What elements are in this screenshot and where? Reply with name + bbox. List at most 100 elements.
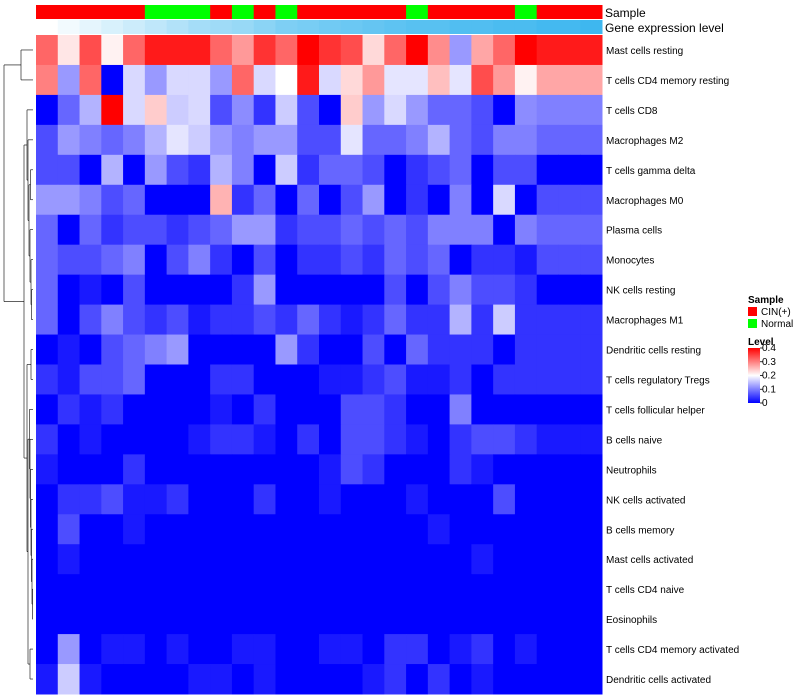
heatmap-cell	[449, 514, 472, 545]
heatmap-cell	[406, 484, 429, 515]
heatmap-cell	[231, 634, 255, 665]
heatmap-cell	[166, 334, 189, 365]
heatmap-cell	[36, 424, 59, 455]
heatmap-cell	[406, 304, 429, 336]
heatmap-cell	[188, 64, 211, 96]
heatmap-cell	[319, 214, 342, 246]
heatmap-cell	[101, 604, 124, 635]
heatmap-cell	[253, 424, 276, 455]
heatmap-cell	[36, 394, 59, 425]
heatmap-cell	[580, 394, 603, 425]
heatmap-cell	[253, 484, 276, 515]
heatmap-cell	[210, 35, 233, 66]
heatmap-cell	[319, 634, 342, 665]
heatmap-cell	[166, 364, 189, 395]
row-dendrogram	[3, 49, 33, 680]
heatmap-cell	[362, 604, 385, 635]
heatmap-cell	[36, 274, 59, 306]
heatmap-cell	[362, 64, 385, 96]
heatmap-cell	[57, 364, 81, 395]
heatmap-cell	[57, 664, 81, 695]
heatmap-cell	[340, 304, 364, 336]
heatmap-cell	[493, 424, 516, 455]
heatmap-cell	[384, 424, 407, 455]
expression-annotation-cell	[297, 20, 320, 34]
row-label: NK cells resting	[606, 286, 675, 297]
heatmap-cell	[79, 664, 102, 695]
heatmap-cell	[536, 35, 559, 66]
heatmap-cell	[188, 214, 211, 246]
heatmap-cell	[449, 364, 472, 395]
row-label: T cells CD4 naive	[606, 585, 685, 596]
heatmap-cell	[123, 124, 146, 156]
heatmap-cell	[36, 664, 59, 695]
heatmap-cell	[580, 35, 603, 66]
heatmap-cell	[580, 604, 603, 635]
heatmap-cell	[231, 604, 255, 635]
heatmap-cell	[536, 664, 559, 695]
heatmap-cell	[319, 304, 342, 336]
heatmap-cell	[319, 244, 342, 276]
row-label: Monocytes	[606, 256, 654, 267]
heatmap-cell	[275, 454, 298, 485]
heatmap-cell	[210, 64, 233, 96]
heatmap-cell	[166, 424, 189, 455]
heatmap-cell	[210, 634, 233, 665]
heatmap-cell	[79, 484, 102, 515]
heatmap-cell	[101, 544, 124, 575]
heatmap-cell	[340, 64, 364, 96]
sample-annotation-cell	[384, 5, 407, 19]
heatmap-cell	[144, 35, 168, 66]
heatmap-cell	[340, 424, 364, 455]
heatmap-cell	[188, 184, 211, 216]
sample-annotation-cell	[79, 5, 102, 19]
heatmap-cell	[319, 604, 342, 635]
heatmap-cell	[144, 634, 168, 665]
heatmap-cell	[123, 364, 146, 395]
heatmap-cell	[340, 184, 364, 216]
heatmap-cell	[449, 634, 472, 665]
expression-annotation-cell	[101, 20, 124, 34]
expression-annotation-cell	[449, 20, 472, 34]
heatmap-cell	[144, 244, 168, 276]
heatmap-cell	[362, 124, 385, 156]
heatmap-cell	[79, 604, 102, 635]
heatmap-cell	[558, 214, 581, 246]
heatmap-cell	[57, 274, 81, 306]
heatmap-cell	[297, 244, 320, 276]
heatmap-cell	[319, 124, 342, 156]
heatmap-cell	[471, 304, 494, 336]
heatmap-cell	[188, 394, 211, 425]
heatmap-cell	[231, 364, 255, 395]
heatmap-cell	[427, 424, 451, 455]
heatmap-cell	[427, 214, 451, 246]
heatmap-cell	[210, 364, 233, 395]
heatmap-cell	[427, 454, 451, 485]
heatmap-cell	[231, 574, 255, 605]
heatmap-cell	[471, 394, 494, 425]
heatmap-cell	[297, 364, 320, 395]
expression-annotation-cell	[253, 20, 276, 34]
heatmap-cell	[406, 274, 429, 306]
expression-annotation-cell	[427, 20, 451, 34]
heatmap-cell	[449, 604, 472, 635]
heatmap-cell	[210, 244, 233, 276]
heatmap-cell	[275, 94, 298, 126]
heatmap-cell	[493, 634, 516, 665]
heatmap-cell	[427, 124, 451, 156]
heatmap-cell	[297, 184, 320, 216]
heatmap-cell	[123, 154, 146, 186]
heatmap-cell	[253, 664, 276, 695]
heatmap-cell	[36, 64, 59, 96]
heatmap-cell	[166, 544, 189, 575]
heatmap-cell	[275, 604, 298, 635]
level-tick-label: 0.1	[762, 384, 776, 395]
heatmap-cell	[384, 484, 407, 515]
row-label: T cells CD4 memory activated	[606, 645, 739, 656]
sample-annotation-cell	[166, 5, 189, 19]
heatmap-cell	[79, 154, 102, 186]
heatmap-cell	[275, 244, 298, 276]
row-label: Neutrophils	[606, 465, 657, 476]
level-legend-title: Level	[748, 337, 774, 348]
heatmap-cell	[340, 274, 364, 306]
